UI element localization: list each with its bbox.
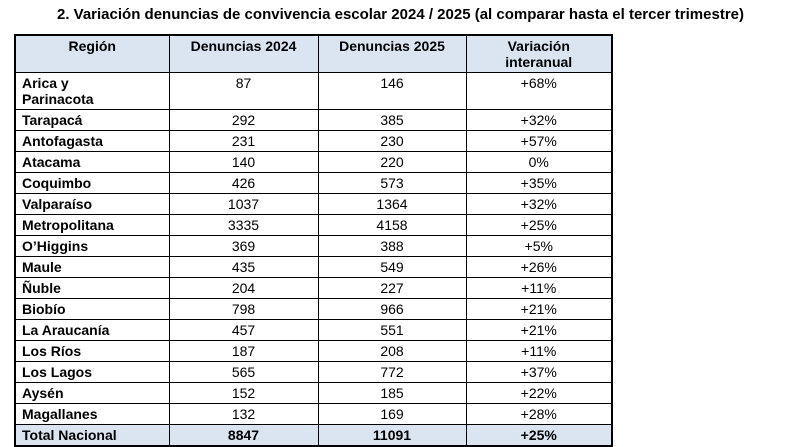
d2025-cell: 772: [317, 361, 467, 383]
table-body: Arica y Parinacota 87 146 +68% Tarapacá …: [14, 72, 613, 425]
d2024-cell: 152: [168, 382, 319, 404]
d2025-cell: 169: [317, 403, 467, 425]
d2025-cell: 185: [317, 382, 467, 404]
region-cell: Valparaíso: [14, 193, 170, 215]
d2025-cell: 227: [317, 277, 467, 299]
table-row: O’Higgins 369 388 +5%: [14, 235, 613, 257]
region-cell: Magallanes: [14, 403, 170, 425]
d2025-cell: 230: [317, 130, 467, 152]
d2025-cell: 385: [317, 109, 467, 131]
region-cell: Los Lagos: [14, 361, 170, 383]
d2025-cell: 966: [317, 298, 467, 320]
d2024-cell: 3335: [168, 214, 319, 236]
region-cell: Coquimbo: [14, 172, 170, 194]
variation-cell: +35%: [465, 172, 613, 194]
d2024-cell: 204: [168, 277, 319, 299]
header-row: Región Denuncias 2024 Denuncias 2025 Var…: [14, 34, 613, 73]
total-label-cell: Total Nacional: [14, 424, 170, 447]
variation-cell: +25%: [465, 214, 613, 236]
column-header-denuncias-2025: Denuncias 2025: [317, 34, 467, 73]
total-variation-cell: +25%: [465, 424, 613, 447]
variation-cell: 0%: [465, 151, 613, 173]
table-row: Atacama 140 220 0%: [14, 151, 613, 173]
variation-cell: +57%: [465, 130, 613, 152]
region-cell: Tarapacá: [14, 109, 170, 131]
d2024-cell: 426: [168, 172, 319, 194]
d2025-cell: 573: [317, 172, 467, 194]
table-row: Antofagasta 231 230 +57%: [14, 130, 613, 152]
d2024-cell: 231: [168, 130, 319, 152]
d2024-cell: 87: [168, 72, 319, 110]
variation-cell: +11%: [465, 340, 613, 362]
region-cell: Los Ríos: [14, 340, 170, 362]
variation-cell: +32%: [465, 193, 613, 215]
table-row: Maule 435 549 +26%: [14, 256, 613, 278]
d2025-cell: 551: [317, 319, 467, 341]
variation-cell: +26%: [465, 256, 613, 278]
table-row: Arica y Parinacota 87 146 +68%: [14, 72, 613, 110]
region-cell: Aysén: [14, 382, 170, 404]
d2025-cell: 388: [317, 235, 467, 257]
region-cell: O’Higgins: [14, 235, 170, 257]
table-row: Valparaíso 1037 1364 +32%: [14, 193, 613, 215]
variation-cell: +32%: [465, 109, 613, 131]
d2024-cell: 140: [168, 151, 319, 173]
variation-cell: +28%: [465, 403, 613, 425]
variation-cell: +5%: [465, 235, 613, 257]
d2024-cell: 132: [168, 403, 319, 425]
region-cell: La Araucanía: [14, 319, 170, 341]
d2025-cell: 1364: [317, 193, 467, 215]
table-row: Los Ríos 187 208 +11%: [14, 340, 613, 362]
table-row: Aysén 152 185 +22%: [14, 382, 613, 404]
d2025-cell: 208: [317, 340, 467, 362]
table-row: Biobío 798 966 +21%: [14, 298, 613, 320]
variation-cell: +68%: [465, 72, 613, 110]
d2025-cell: 146: [317, 72, 467, 110]
variation-cell: +11%: [465, 277, 613, 299]
total-2024-cell: 8847: [168, 424, 319, 447]
table-row: Ñuble 204 227 +11%: [14, 277, 613, 299]
table-row: Coquimbo 426 573 +35%: [14, 172, 613, 194]
region-cell: Metropolitana: [14, 214, 170, 236]
total-2025-cell: 11091: [317, 424, 467, 447]
table-row: Tarapacá 292 385 +32%: [14, 109, 613, 131]
region-cell: Atacama: [14, 151, 170, 173]
d2025-cell: 220: [317, 151, 467, 173]
variation-cell: +22%: [465, 382, 613, 404]
region-cell: Maule: [14, 256, 170, 278]
column-header-variacion: Variación interanual: [465, 34, 613, 73]
d2024-cell: 798: [168, 298, 319, 320]
table-row: La Araucanía 457 551 +21%: [14, 319, 613, 341]
total-row: Total Nacional 8847 11091 +25%: [14, 424, 613, 447]
variation-cell: +37%: [465, 361, 613, 383]
region-cell: Antofagasta: [14, 130, 170, 152]
region-cell: Biobío: [14, 298, 170, 320]
table-row: Magallanes 132 169 +28%: [14, 403, 613, 425]
variation-cell: +21%: [465, 319, 613, 341]
d2024-cell: 369: [168, 235, 319, 257]
d2024-cell: 435: [168, 256, 319, 278]
table-header: Región Denuncias 2024 Denuncias 2025 Var…: [14, 34, 613, 73]
table-row: Los Lagos 565 772 +37%: [14, 361, 613, 383]
table-row: Metropolitana 3335 4158 +25%: [14, 214, 613, 236]
variation-cell: +21%: [465, 298, 613, 320]
denuncias-table: Región Denuncias 2024 Denuncias 2025 Var…: [14, 34, 613, 447]
d2024-cell: 292: [168, 109, 319, 131]
column-header-region: Región: [14, 34, 170, 73]
d2024-cell: 457: [168, 319, 319, 341]
region-cell: Ñuble: [14, 277, 170, 299]
column-header-denuncias-2024: Denuncias 2024: [168, 34, 319, 73]
d2025-cell: 549: [317, 256, 467, 278]
page-title: 2. Variación denuncias de convivencia es…: [56, 6, 745, 23]
table-footer: Total Nacional 8847 11091 +25%: [14, 424, 613, 447]
d2025-cell: 4158: [317, 214, 467, 236]
d2024-cell: 1037: [168, 193, 319, 215]
d2024-cell: 565: [168, 361, 319, 383]
region-cell: Arica y Parinacota: [14, 72, 170, 110]
d2024-cell: 187: [168, 340, 319, 362]
